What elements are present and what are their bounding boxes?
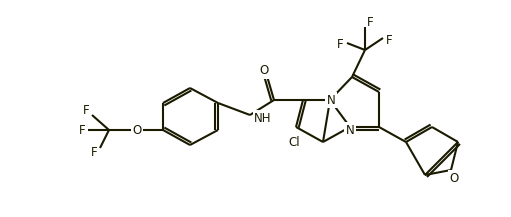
Text: F: F bbox=[367, 15, 374, 28]
Text: F: F bbox=[91, 146, 98, 158]
Text: O: O bbox=[132, 123, 142, 136]
Text: F: F bbox=[83, 105, 90, 117]
Text: N: N bbox=[345, 123, 354, 136]
Text: NH: NH bbox=[254, 112, 271, 125]
Text: N: N bbox=[327, 94, 335, 107]
Text: Cl: Cl bbox=[288, 136, 300, 150]
Text: F: F bbox=[337, 38, 344, 51]
Text: F: F bbox=[78, 123, 85, 136]
Text: F: F bbox=[386, 33, 392, 46]
Text: O: O bbox=[260, 64, 269, 77]
Text: O: O bbox=[449, 171, 459, 184]
